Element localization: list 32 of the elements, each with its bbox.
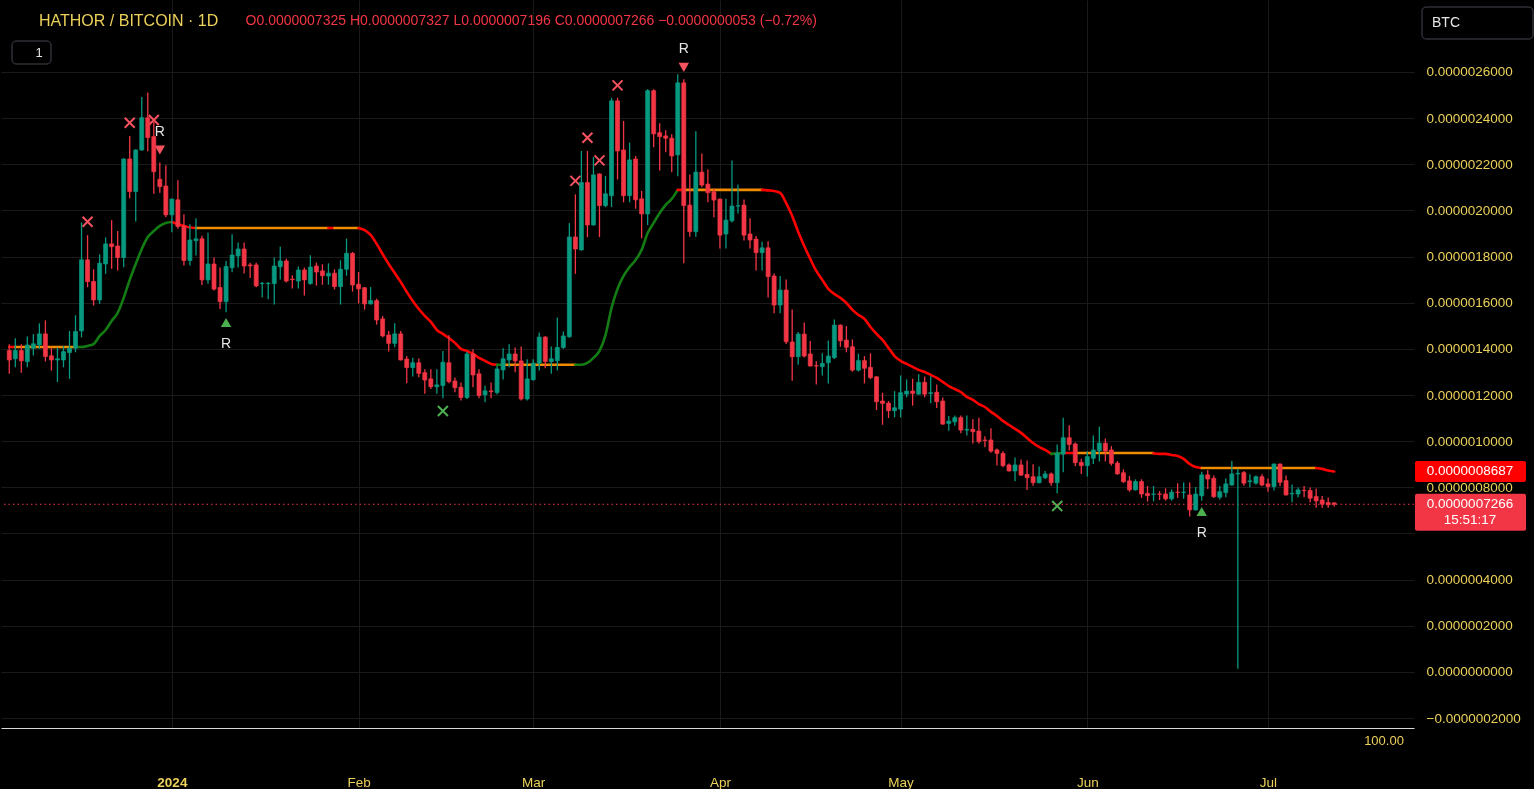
y-tick-label: 0.0000018000 [1426,249,1513,265]
text: HATHOR / BITCOIN · 1D [39,12,219,29]
data-label: R [678,40,689,57]
annotation: 1 [35,45,43,60]
y-tick-label: 0.0000004000 [1426,572,1513,588]
y-tick-label: 0.0000000000 [1426,664,1513,680]
x-tick-label: Apr [709,774,732,790]
x-tick-label: Jun [1076,774,1099,790]
x-tick-label: 2024 [157,774,188,790]
x-tick-label: May [888,774,915,790]
text: 0.0000008687 [1426,463,1514,479]
y-tick-label: 0.0000014000 [1426,341,1513,357]
x-tick-label: Feb [347,774,371,790]
x-tick-label: Jul [1259,774,1278,790]
y-tick-label: 0.0000022000 [1426,156,1513,172]
ref-line-label: 0.0000007266 15:51:17 [1426,496,1514,528]
y-tick-label: 0.0000008000 [1426,479,1513,495]
y-tick-label: 0.0000002000 [1426,618,1513,634]
data-label: R [1196,523,1207,540]
data-label: R [154,122,165,139]
text: 100.00 [1364,733,1404,748]
y-tick-label: 0.0000016000 [1426,295,1513,311]
data-label: R [221,334,232,351]
y-tick-label: 0.0000026000 [1426,64,1513,80]
x-tick-label: Mar [522,774,546,790]
text: BTC [1432,14,1460,30]
y-tick-label: 0.0000020000 [1426,202,1513,218]
y-tick-label: 0.0000010000 [1426,433,1513,449]
y-tick-label: 0.0000024000 [1426,110,1513,126]
y-tick-label: −0.0000002000 [1426,710,1521,726]
annotation: O0.0000007325 H0.0000007327 L0.0000007196 C0.0000007266 −0.0000000053 (−0.72%) [245,12,817,28]
y-tick-label: 0.0000012000 [1426,387,1513,403]
